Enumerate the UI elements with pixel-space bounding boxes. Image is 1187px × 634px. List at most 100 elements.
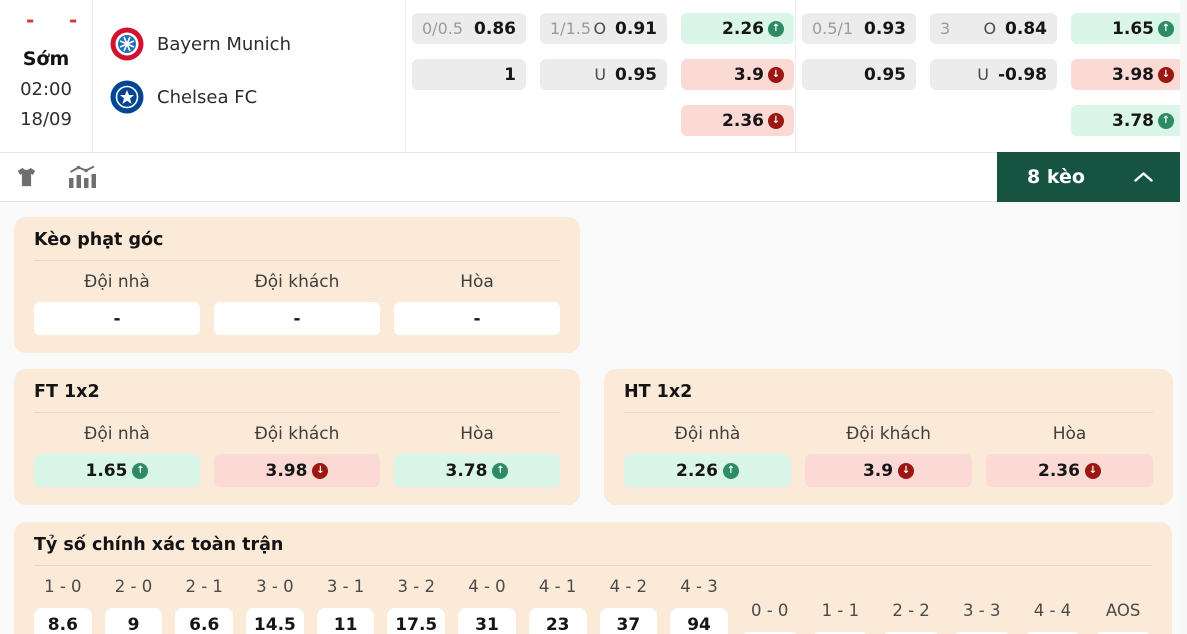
market-odds-box[interactable]: - — [214, 302, 380, 335]
score-odds-box[interactable]: 31 — [458, 608, 516, 634]
handicap-odds-chip[interactable]: 1 — [412, 59, 526, 90]
trend-down-icon: ↓ — [898, 462, 915, 479]
score-odds-box[interactable]: 23 — [528, 608, 587, 634]
market-odds-box[interactable]: 3.98 ↓ — [214, 454, 380, 487]
market-odds-box[interactable]: 3.78 ↑ — [394, 454, 560, 487]
trend-down-icon: ↓ — [768, 66, 784, 83]
home-team-name: Bayern Munich — [157, 33, 291, 55]
1x2-odds-value: 2.26 — [722, 18, 764, 39]
market-odds-box[interactable]: 2.36 ↓ — [986, 454, 1153, 487]
score-odds-box[interactable]: 37 — [599, 608, 658, 634]
score-label: 3 - 1 — [326, 577, 365, 596]
1x2-odds-chip[interactable]: 1.65 ↑ — [1071, 13, 1184, 44]
handicap-odds-value: 0.86 — [474, 18, 516, 39]
market-odds-value: 3.78 — [445, 460, 488, 481]
corner-panel-title: Kèo phạt góc — [34, 230, 560, 261]
market-column-header: Đội khách — [846, 424, 931, 444]
market-odds-box[interactable]: 1.65 ↑ — [34, 454, 200, 487]
1x2-odds-chip[interactable]: 3.98 ↓ — [1071, 59, 1184, 90]
away-team-row[interactable]: Chelsea FC — [110, 77, 405, 117]
trend-up-icon: ↑ — [132, 462, 149, 479]
match-date: 18/09 — [20, 109, 72, 130]
over-under-odds-value: 0.91 — [615, 18, 657, 39]
1x2-odds-chip[interactable]: 3.9 ↓ — [681, 59, 794, 90]
1x2-odds-value: 3.9 — [733, 64, 764, 85]
market-odds-box[interactable]: - — [394, 302, 560, 335]
over-under-odds-chip[interactable]: U 0.95 — [540, 59, 667, 90]
score-odds-box[interactable]: 11 — [316, 608, 375, 634]
handicap-odds-value: 0.93 — [864, 18, 906, 39]
market-odds-box[interactable]: - — [34, 302, 200, 335]
handicap-odds-chip[interactable]: 0/0.5 0.86 — [412, 13, 526, 44]
score-odds-box[interactable]: 9 — [104, 608, 163, 634]
market-odds-value: 3.9 — [862, 460, 894, 481]
total-line-label: 3 — [940, 19, 951, 38]
over-under-odds-chip[interactable]: U -0.98 — [930, 59, 1057, 90]
score-odds-box[interactable]: 6.8 — [811, 632, 870, 634]
score-odds-box[interactable]: 8.6 — [34, 608, 92, 634]
score-odds-box[interactable]: 17.5 — [387, 608, 446, 634]
market-column-header: Hòa — [460, 424, 494, 444]
score-column: AOS 13.5 — [1094, 576, 1152, 634]
bayern-munich-logo-icon — [110, 27, 144, 61]
stats-icon[interactable] — [67, 164, 97, 190]
score-column: 2 - 0 9 — [104, 576, 163, 634]
over-under-odds-value: 0.95 — [615, 64, 657, 85]
market-column: Đội nhà 1.65 ↑ — [34, 424, 200, 487]
score-column: 3 - 1 11 — [316, 576, 375, 634]
correct-score-title: Tỷ số chính xác toàn trận — [34, 535, 1152, 566]
handicap-odds-chip[interactable]: 0.95 — [802, 59, 916, 90]
handicap-odds-value: 1 — [504, 64, 516, 85]
scrollbar-track[interactable] — [1180, 0, 1187, 634]
market-column-header: Hòa — [460, 272, 494, 292]
odds-group-1: 0/0.5 0.86 1/1.5 O 0.91 2.26 ↑ 1 U 0.95 3.9 ↓ 2.36 ↓ — [405, 0, 795, 152]
away-score-placeholder: - — [69, 8, 78, 32]
over-under-odds-chip[interactable]: 3 O 0.84 — [930, 13, 1057, 44]
empty-cell — [930, 105, 1057, 136]
home-team-row[interactable]: Bayern Munich — [110, 24, 405, 64]
score-odds-box[interactable]: 12 — [882, 632, 940, 634]
handicap-odds-chip[interactable]: 0.5/1 0.93 — [802, 13, 916, 44]
markets-area: Kèo phạt góc Đội nhà - Đội khách - Hòa - FT 1… — [0, 202, 1187, 634]
trend-down-icon: ↓ — [768, 112, 784, 129]
keo-count-button[interactable]: 8 kèo — [997, 152, 1180, 202]
1x2-panels-row: FT 1x2 Đội nhà 1.65 ↑ Đội khách 3.98 ↓ Hòa 3.78… — [14, 369, 1173, 505]
score-odds-box[interactable]: 94 — [670, 608, 728, 634]
ht-panel-title: HT 1x2 — [624, 382, 1153, 413]
score-column: 1 - 1 6.8 — [811, 576, 870, 634]
score-odds-box[interactable]: 17.5 — [740, 632, 799, 634]
chevron-up-icon — [1133, 171, 1154, 183]
market-column-header: Đội khách — [254, 424, 340, 444]
1x2-odds-chip[interactable]: 3.78 ↑ — [1071, 105, 1184, 136]
trend-up-icon: ↑ — [1158, 20, 1174, 37]
1x2-odds-chip[interactable]: 2.26 ↑ — [681, 13, 794, 44]
score-label: 2 - 1 — [185, 577, 223, 596]
handicap-line-label: 0.5/1 — [812, 19, 854, 38]
market-column: Hòa - — [394, 272, 560, 335]
trend-down-icon: ↓ — [1158, 66, 1174, 83]
1x2-odds-value: 1.65 — [1112, 18, 1154, 39]
score-odds-box[interactable]: 13.5 — [1094, 632, 1152, 634]
score-label: 4 - 0 — [468, 577, 506, 596]
score-column: 4 - 3 94 — [670, 576, 728, 634]
jersey-icon[interactable] — [14, 166, 39, 189]
1x2-odds-value: 2.36 — [722, 110, 764, 131]
market-column-header: Đội nhà — [84, 272, 150, 292]
score-label: 3 - 0 — [256, 577, 294, 596]
over-under-side-label: O — [983, 19, 997, 38]
1x2-odds-chip[interactable]: 2.36 ↓ — [681, 105, 794, 136]
over-under-side-label: U — [977, 65, 989, 84]
score-odds-box[interactable]: 6.6 — [175, 608, 234, 634]
market-column: Đội khách 3.9 ↓ — [805, 424, 972, 487]
over-under-odds-chip[interactable]: 1/1.5 O 0.91 — [540, 13, 667, 44]
keo-count-label: 8 kèo — [1027, 166, 1085, 188]
score-odds-box[interactable]: 249 — [1023, 632, 1082, 634]
market-column: Hòa 3.78 ↑ — [394, 424, 560, 487]
chelsea-fc-logo-icon — [110, 80, 144, 114]
correct-score-panel: Tỷ số chính xác toàn trận 1 - 0 8.6 2 - 0 9… — [14, 522, 1172, 634]
score-odds-box[interactable]: 14.5 — [246, 608, 304, 634]
score-odds-box[interactable]: 49 — [952, 632, 1011, 634]
market-odds-box[interactable]: 3.9 ↓ — [805, 454, 972, 487]
market-odds-box[interactable]: 2.26 ↑ — [624, 454, 791, 487]
